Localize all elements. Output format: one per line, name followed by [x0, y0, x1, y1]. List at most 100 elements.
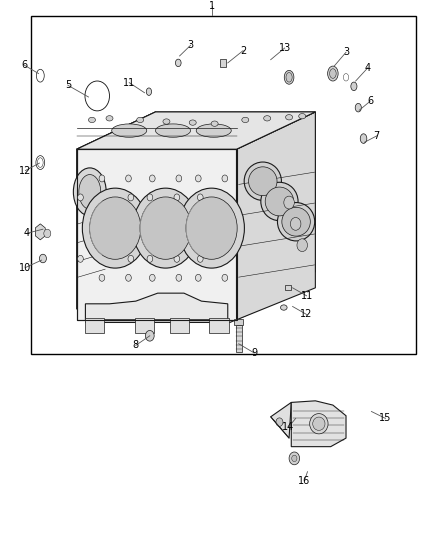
Polygon shape: [85, 289, 307, 322]
Ellipse shape: [195, 274, 201, 281]
Polygon shape: [237, 112, 315, 309]
Circle shape: [276, 418, 283, 426]
Polygon shape: [35, 224, 45, 240]
Polygon shape: [77, 112, 155, 309]
Ellipse shape: [99, 175, 105, 182]
Ellipse shape: [222, 274, 228, 281]
Ellipse shape: [112, 124, 147, 137]
Ellipse shape: [146, 88, 152, 95]
Bar: [170, 318, 189, 333]
Ellipse shape: [120, 225, 125, 231]
Text: 11: 11: [300, 291, 313, 301]
Ellipse shape: [147, 255, 153, 262]
Ellipse shape: [126, 175, 131, 182]
Circle shape: [82, 188, 148, 268]
Ellipse shape: [166, 225, 172, 231]
Ellipse shape: [147, 194, 153, 201]
Bar: [135, 318, 154, 333]
Ellipse shape: [176, 274, 182, 281]
Bar: [31, 16, 416, 354]
Bar: [236, 325, 242, 352]
Ellipse shape: [242, 117, 249, 123]
Text: 12: 12: [300, 310, 313, 319]
Ellipse shape: [78, 194, 83, 201]
Ellipse shape: [198, 255, 203, 262]
Ellipse shape: [155, 124, 191, 137]
Text: 10: 10: [19, 263, 32, 272]
Text: 5: 5: [65, 80, 71, 90]
Ellipse shape: [189, 120, 196, 125]
Text: 4: 4: [365, 63, 371, 72]
Ellipse shape: [196, 124, 231, 137]
Ellipse shape: [99, 274, 105, 281]
Ellipse shape: [280, 305, 287, 310]
Circle shape: [39, 254, 46, 263]
Polygon shape: [77, 112, 315, 149]
Text: 13: 13: [279, 43, 291, 53]
Ellipse shape: [149, 175, 155, 182]
Circle shape: [145, 330, 154, 341]
Ellipse shape: [79, 175, 101, 209]
Ellipse shape: [106, 116, 113, 121]
Ellipse shape: [149, 274, 155, 281]
Ellipse shape: [88, 117, 95, 123]
Text: 16: 16: [298, 476, 311, 486]
Ellipse shape: [73, 168, 106, 216]
Ellipse shape: [355, 103, 361, 112]
Circle shape: [140, 197, 191, 260]
Bar: [285, 285, 291, 290]
Bar: [85, 318, 104, 333]
Bar: [220, 59, 226, 67]
Polygon shape: [85, 293, 228, 320]
Ellipse shape: [155, 225, 161, 231]
Polygon shape: [77, 112, 315, 149]
Circle shape: [284, 196, 294, 209]
Ellipse shape: [244, 162, 281, 200]
Ellipse shape: [328, 66, 338, 81]
Circle shape: [186, 197, 237, 260]
Ellipse shape: [126, 274, 131, 281]
Bar: [234, 319, 243, 325]
Text: 6: 6: [367, 96, 373, 106]
Ellipse shape: [174, 255, 180, 262]
Circle shape: [290, 217, 301, 230]
Ellipse shape: [249, 167, 277, 196]
Bar: [209, 318, 229, 333]
Ellipse shape: [313, 417, 325, 431]
Ellipse shape: [299, 114, 306, 119]
Ellipse shape: [264, 116, 271, 121]
Text: 3: 3: [187, 41, 194, 50]
Polygon shape: [237, 112, 315, 320]
Polygon shape: [271, 402, 291, 438]
Ellipse shape: [360, 134, 367, 143]
Ellipse shape: [128, 255, 134, 262]
Polygon shape: [77, 149, 237, 320]
Ellipse shape: [211, 121, 218, 126]
Ellipse shape: [261, 182, 298, 221]
Ellipse shape: [329, 69, 336, 78]
Text: 6: 6: [21, 60, 27, 70]
Ellipse shape: [282, 207, 310, 236]
Circle shape: [289, 452, 300, 465]
Ellipse shape: [222, 175, 228, 182]
Text: 9: 9: [251, 348, 257, 358]
Ellipse shape: [286, 115, 293, 120]
Text: 1: 1: [209, 2, 215, 11]
Text: 15: 15: [379, 414, 392, 423]
Text: 7: 7: [374, 131, 380, 141]
Text: 11: 11: [123, 78, 135, 87]
Circle shape: [133, 188, 198, 268]
Ellipse shape: [163, 119, 170, 124]
Ellipse shape: [198, 194, 203, 201]
Ellipse shape: [286, 72, 292, 82]
Ellipse shape: [175, 59, 181, 67]
Text: 3: 3: [343, 47, 349, 57]
Ellipse shape: [284, 70, 294, 84]
Text: 8: 8: [133, 341, 139, 350]
Text: 14: 14: [282, 423, 294, 432]
Circle shape: [89, 197, 141, 260]
Ellipse shape: [351, 82, 357, 91]
Circle shape: [44, 229, 51, 238]
Ellipse shape: [137, 117, 144, 123]
Polygon shape: [291, 401, 346, 447]
